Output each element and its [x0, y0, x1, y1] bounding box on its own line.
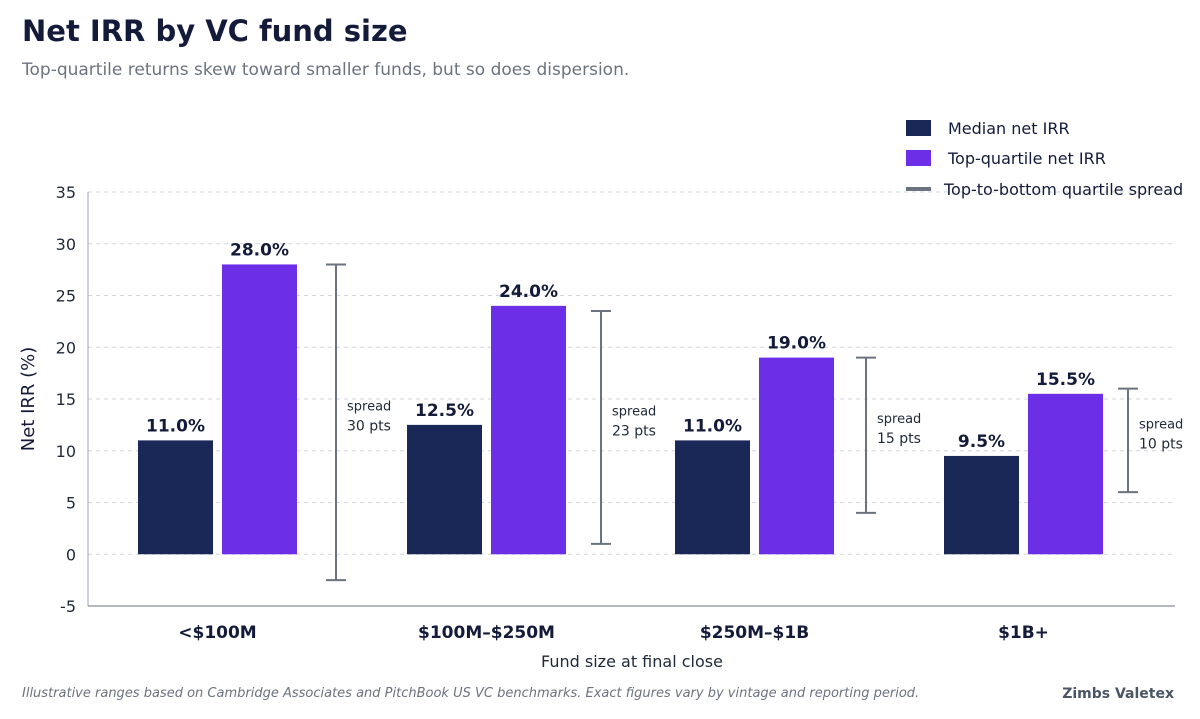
data-label: 11.0%: [146, 416, 205, 436]
top-quartile-bar: [222, 264, 297, 555]
y-tick-label: 35: [56, 183, 76, 202]
legend-label: Top-quartile net IRR: [947, 149, 1106, 168]
category-label: $250M–$1B: [700, 623, 809, 643]
spread-label: spread: [347, 399, 391, 414]
footnote: Illustrative ranges based on Cambridge A…: [22, 686, 920, 701]
legend-label: Top-to-bottom quartile spread: [943, 180, 1183, 199]
y-tick-label: 15: [56, 390, 76, 409]
median-bar: [407, 424, 482, 555]
data-label: 28.0%: [230, 240, 289, 260]
top-quartile-bar: [759, 357, 834, 555]
spread-value: 30 pts: [347, 418, 391, 434]
y-tick-label: 0: [66, 545, 76, 564]
category-label: <$100M: [178, 623, 256, 643]
spread-label: spread: [1139, 417, 1183, 432]
spread-value: 10 pts: [1139, 436, 1183, 452]
category-label: $100M–$250M: [418, 623, 555, 643]
legend-label: Median net IRR: [948, 119, 1070, 138]
top-quartile-bar: [491, 305, 566, 555]
y-tick-label: -5: [60, 597, 76, 616]
median-bar: [944, 455, 1019, 555]
y-tick-label: 5: [66, 494, 76, 513]
category-label: $1B+: [998, 623, 1049, 643]
x-axis-label: Fund size at final close: [541, 652, 723, 671]
median-bar: [138, 440, 213, 555]
data-label: 11.0%: [683, 416, 742, 436]
y-axis-label: Net IRR (%): [18, 347, 39, 452]
top-quartile-bar: [1028, 393, 1103, 555]
y-tick-label: 30: [56, 235, 76, 254]
legend-swatch: [906, 120, 931, 136]
chart-title: Net IRR by VC fund size: [22, 14, 408, 48]
y-tick-label: 20: [56, 338, 76, 357]
data-label: 12.5%: [415, 401, 474, 421]
spread-value: 15 pts: [877, 431, 921, 447]
y-tick-label: 25: [56, 287, 76, 306]
data-label: 15.5%: [1036, 370, 1095, 390]
brand: Zimbs Valetex: [1062, 686, 1174, 702]
data-label: 19.0%: [767, 334, 826, 354]
legend-swatch: [906, 150, 931, 166]
spread-value: 23 pts: [612, 423, 656, 439]
data-label: 24.0%: [499, 282, 558, 302]
spread-label: spread: [877, 412, 921, 427]
chart-subtitle: Top-quartile returns skew toward smaller…: [22, 60, 630, 80]
median-bar: [675, 440, 750, 555]
y-tick-label: 10: [56, 442, 76, 461]
data-label: 9.5%: [958, 432, 1005, 452]
spread-label: spread: [612, 404, 656, 419]
